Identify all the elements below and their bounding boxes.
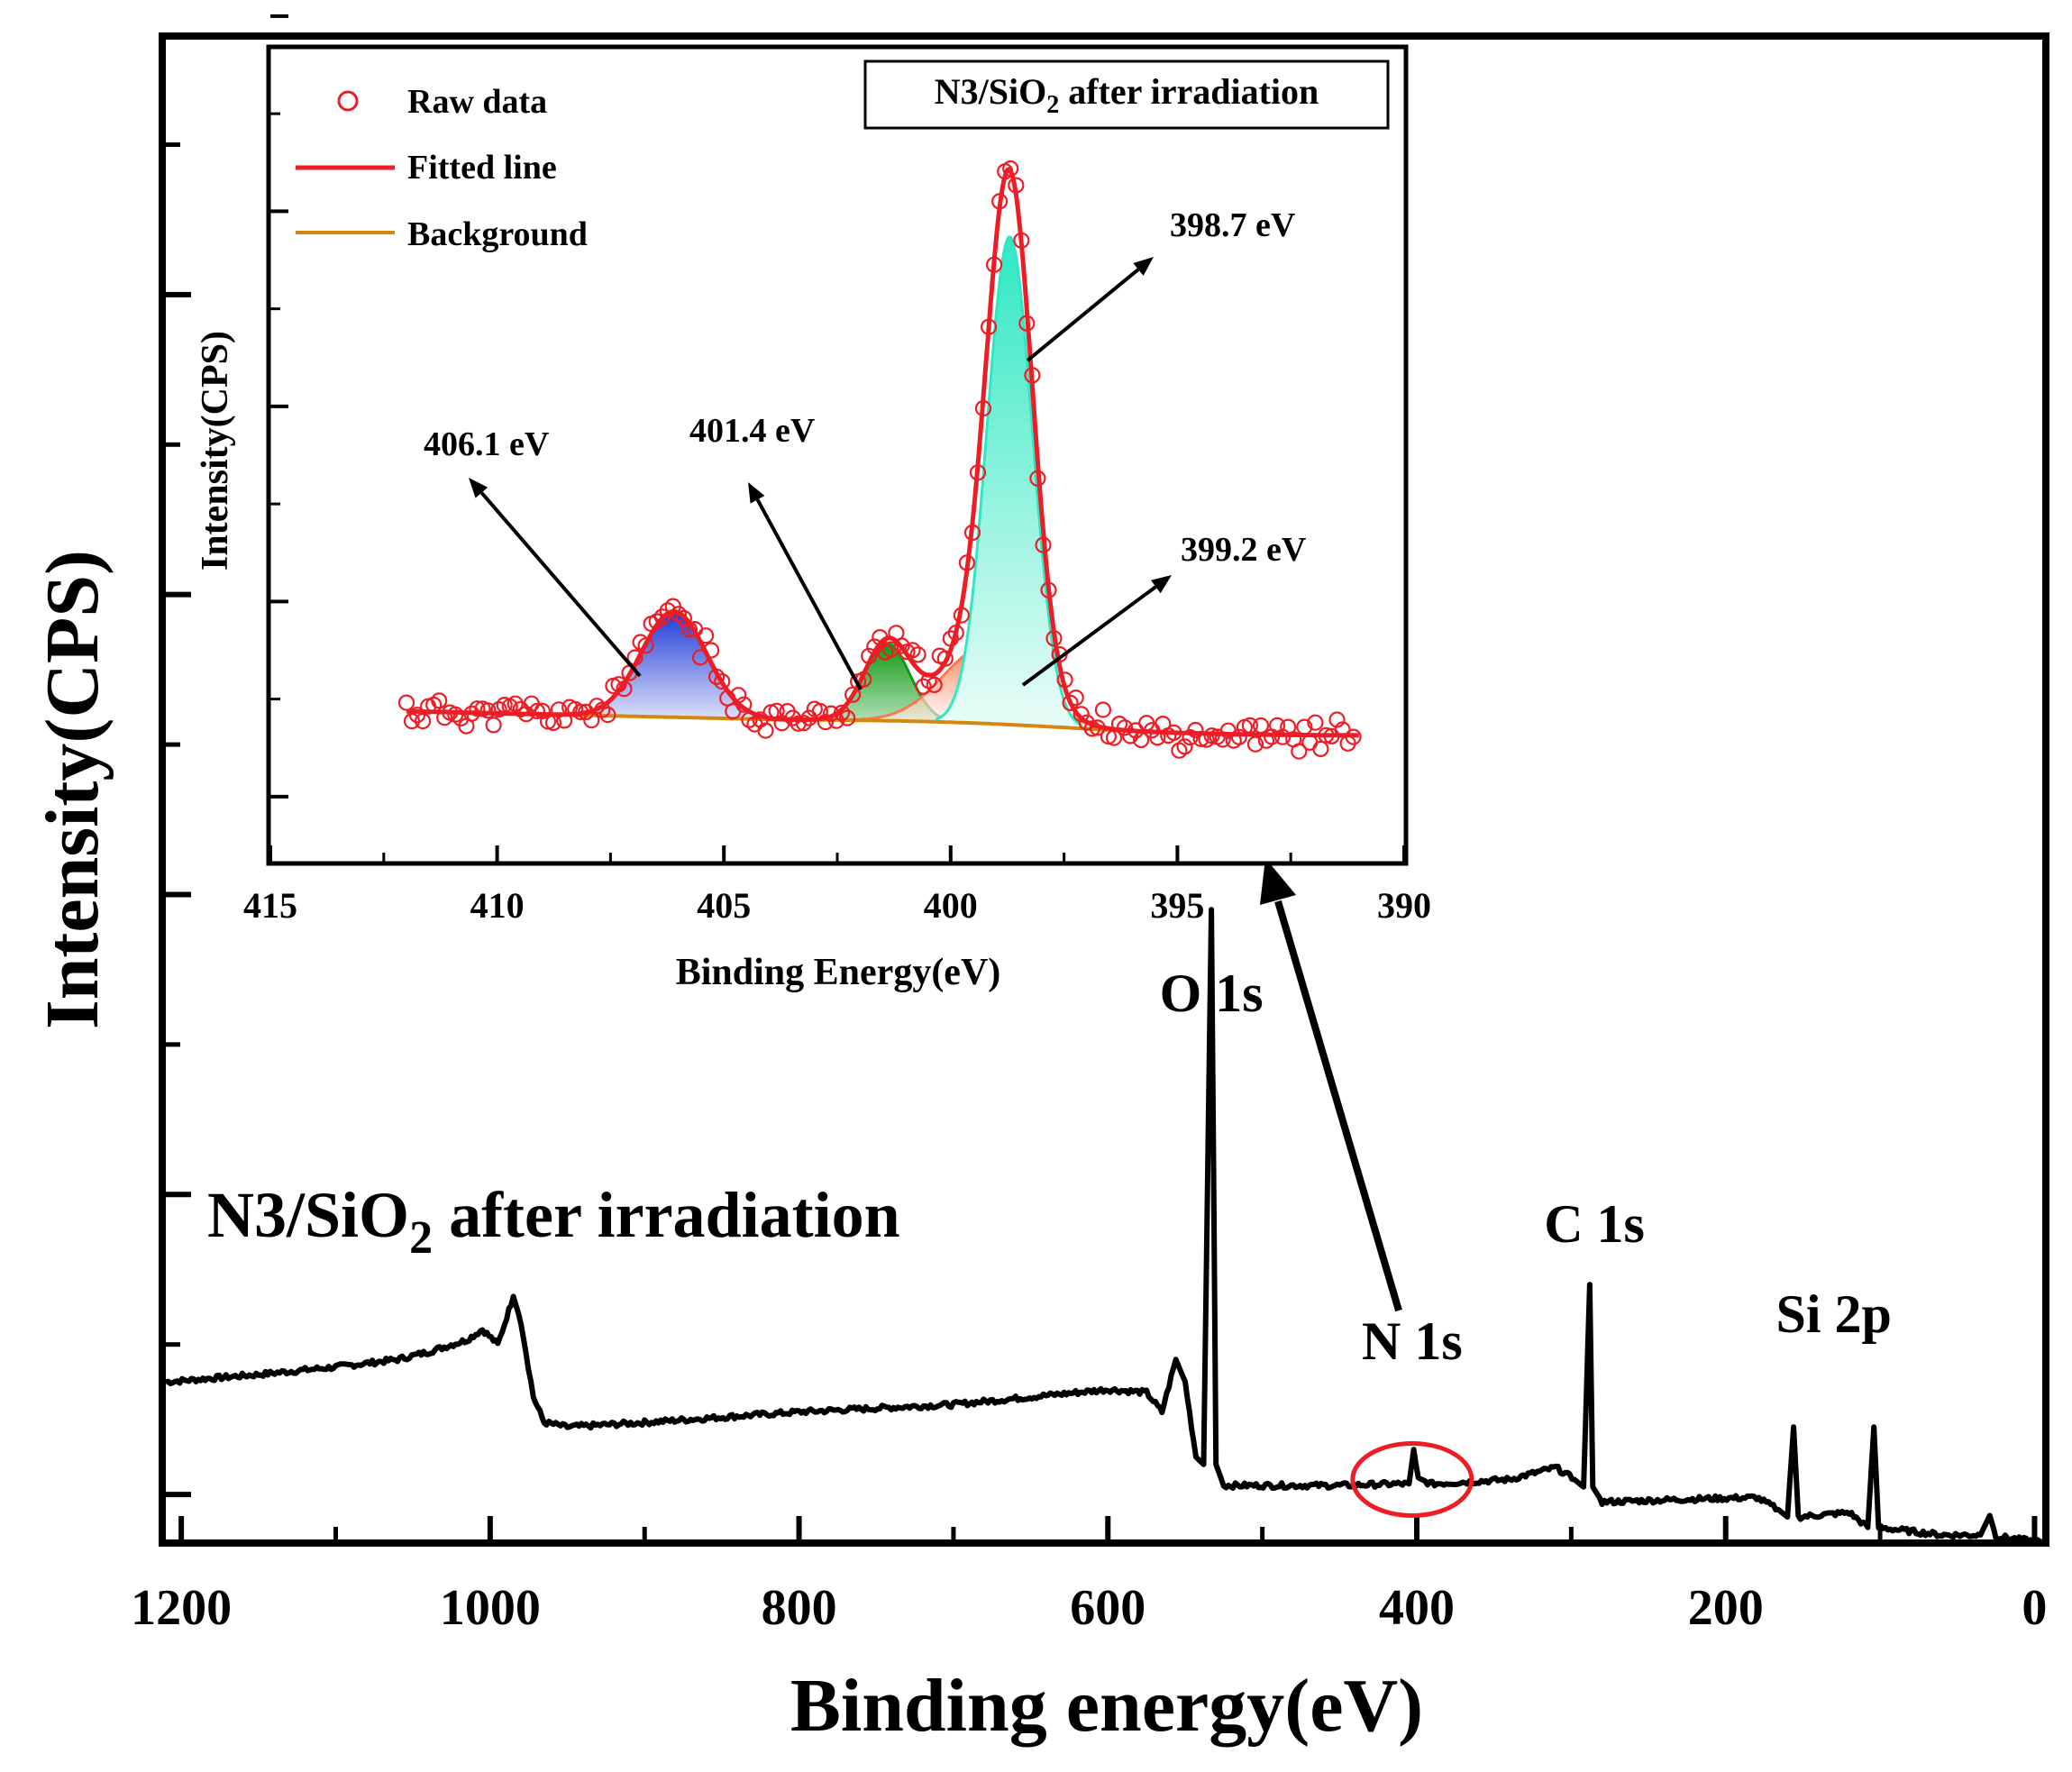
raw-data-point: [882, 641, 899, 658]
legend-raw-data-label: Raw data: [407, 83, 547, 121]
main-x-tick-label: 1000: [440, 1580, 541, 1636]
raw-data-point: [915, 678, 932, 695]
raw-data-point: [431, 692, 448, 709]
raw-data-point: [795, 715, 812, 732]
label-peak-401-4: 401.4 eV: [689, 412, 816, 450]
inset-legend: Raw data Fitted line Background: [296, 83, 588, 253]
main-x-tick-label: 600: [1070, 1580, 1146, 1636]
raw-data-point: [599, 706, 616, 724]
raw-data-point: [1062, 694, 1079, 712]
inset-title-box: [863, 59, 1390, 130]
raw-data-point: [479, 702, 497, 719]
figure-title-tail: after irradiation: [433, 1179, 900, 1251]
figure-title-subscript: 2: [409, 1212, 433, 1264]
peak-label-o-1s: O 1s: [1160, 964, 1264, 1023]
arrow-line-peak-401-4: [755, 498, 863, 690]
inset-x-tick-label: 400: [924, 885, 978, 926]
survey-spectrum-line: [165, 907, 2044, 1547]
raw-data-point: [926, 676, 943, 694]
raw-data-point: [1073, 706, 1090, 723]
inset-fitted-line: [406, 166, 1359, 738]
inset-y-axis: [270, 14, 288, 799]
main-x-tick-label: 400: [1379, 1580, 1455, 1636]
raw-data-point: [1291, 743, 1308, 760]
n1s-highlight-ellipse: [1350, 1440, 1474, 1518]
arrow-head-peak-399-2: [1151, 575, 1172, 594]
raw-data-point: [528, 702, 546, 720]
raw-data-point: [1094, 701, 1112, 718]
raw-data-point: [490, 700, 507, 718]
arrow-head-peak-406-1: [469, 478, 488, 498]
inset-x-axis: 415 410 405 400 395 390: [243, 845, 1431, 926]
inset-title-tail: after irradiation: [1059, 71, 1319, 112]
main-plot-frame: [159, 32, 2049, 1547]
raw-data-point: [714, 672, 731, 690]
main-x-tick-label: 1200: [131, 1580, 232, 1636]
inset-x-tick-label: 405: [697, 885, 751, 926]
raw-data-point: [1328, 711, 1346, 728]
x-axis-title: Binding energy(eV): [790, 1664, 1423, 1748]
raw-data-point: [909, 646, 926, 663]
arrow-line-peak-406-1: [479, 491, 642, 678]
inset-pointer-arrow-line: [1274, 900, 1402, 1312]
y-axis-title: Intensity(CPS): [31, 550, 114, 1029]
legend-background-label: Background: [407, 215, 588, 253]
inset-title-main: N3/SiO: [935, 71, 1046, 112]
raw-data-point: [485, 717, 502, 734]
inset-x-tick-label: 410: [470, 885, 525, 926]
figure-title-main: N3/SiO: [207, 1179, 409, 1251]
main-x-axis: 1200 1000 800 600 400 200 0: [131, 1516, 2047, 1636]
inset-y-axis-title: Intensity(CPS): [195, 331, 236, 571]
raw-data-point: [1176, 738, 1193, 755]
raw-data-point: [1246, 735, 1264, 753]
raw-data-point: [397, 694, 415, 711]
label-peak-398-7: 398.7 eV: [1170, 206, 1296, 244]
legend-fitted-line-label: Fitted line: [407, 149, 557, 187]
arrow-head-peak-401-4: [748, 482, 765, 504]
main-x-tick-label: 0: [2022, 1580, 2047, 1636]
raw-data-point: [757, 722, 774, 739]
inset-peak-labels: 406.1 eV 401.4 eV 399.2 eV 398.7 eV: [424, 206, 1307, 690]
raw-data-point: [1312, 740, 1329, 758]
inset-x-tick-label: 415: [243, 885, 297, 926]
arrow-line-peak-399-2: [1021, 585, 1157, 687]
arrow-line-peak-398-7: [1026, 268, 1140, 362]
figure-title: N3/SiO2 after irradiation: [207, 1179, 900, 1264]
inset-pointer-arrow-head: [1260, 858, 1296, 905]
inset-title-subscript: 2: [1046, 91, 1059, 119]
main-x-tick-label: 800: [762, 1580, 837, 1636]
main-x-tick-label: 200: [1688, 1580, 1764, 1636]
legend-raw-data-marker: [337, 90, 359, 112]
main-y-axis: [166, 142, 191, 1498]
raw-data-point: [1230, 728, 1247, 745]
raw-data-point: [637, 637, 654, 654]
label-peak-399-2: 399.2 eV: [1181, 531, 1307, 569]
raw-data-point: [1307, 714, 1324, 731]
raw-data-point: [507, 695, 524, 712]
raw-data-point: [817, 713, 835, 731]
raw-data-point: [469, 700, 486, 717]
peak-label-c-1s: C 1s: [1544, 1194, 1645, 1254]
peak-label-n-1s: N 1s: [1362, 1311, 1463, 1371]
raw-data-point: [838, 709, 856, 726]
inset-x-tick-label: 390: [1377, 885, 1431, 926]
raw-data-point: [415, 712, 432, 730]
peak-label-si-2p: Si 2p: [1775, 1284, 1891, 1344]
arrow-head-peak-398-7: [1133, 257, 1154, 276]
peak-labels: O 1s N 1s C 1s Si 2p: [1160, 964, 1892, 1371]
raw-data-point: [1187, 721, 1204, 739]
inset-title: N3/SiO2 after irradiation: [935, 71, 1319, 119]
inset-x-axis-title: Binding Energy(eV): [676, 952, 1001, 993]
label-peak-406-1: 406.1 eV: [424, 425, 550, 463]
inset-x-tick-label: 395: [1150, 885, 1204, 926]
